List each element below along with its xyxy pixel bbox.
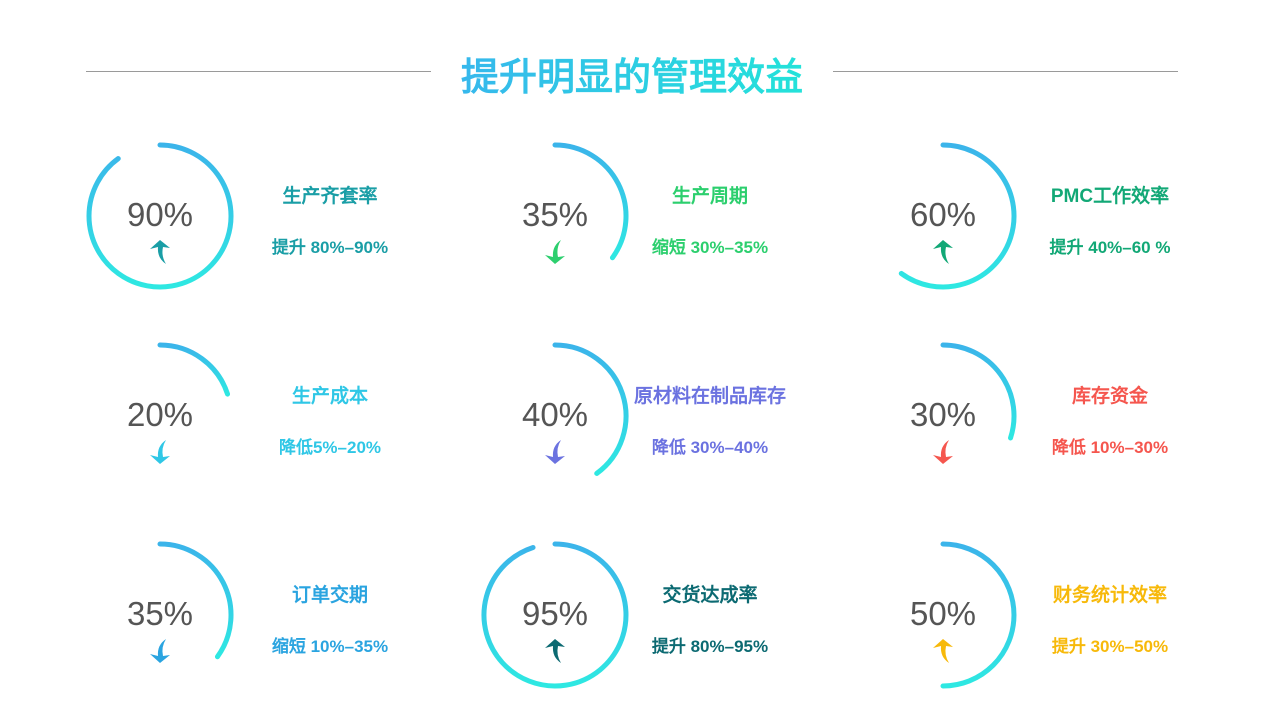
arrow-down-icon xyxy=(933,440,953,464)
metric-card: 20% xyxy=(80,336,460,496)
metric-card: 35% xyxy=(475,136,855,296)
progress-ring xyxy=(940,541,1017,689)
metric-card: 50% xyxy=(863,535,1243,695)
metric-label: 原材料在制品库存 xyxy=(633,386,786,407)
arrow-up-icon xyxy=(933,240,953,264)
percent-value: 95% xyxy=(521,595,589,632)
metric-label: 生产周期 xyxy=(671,186,748,207)
percent-value: 35% xyxy=(126,595,194,632)
progress-arc xyxy=(86,142,234,290)
arrow-up-icon xyxy=(933,639,953,663)
progress-arc xyxy=(940,541,1017,689)
metric-card: 40% xyxy=(475,336,855,496)
metric-label: 交货达成率 xyxy=(662,585,758,606)
metric-detail: 缩短 30%–35% xyxy=(651,238,769,257)
progress-ring xyxy=(940,342,1017,441)
percent-value: 35% xyxy=(521,196,589,233)
metric-label: 生产成本 xyxy=(291,386,368,407)
percent-value: 30% xyxy=(909,396,977,433)
metric-card: 35% xyxy=(80,535,460,695)
metric-card: 90% xyxy=(80,136,460,296)
metric-detail: 提升 40%–60 % xyxy=(1049,238,1171,257)
metric-detail: 提升 30%–50% xyxy=(1051,637,1169,656)
metric-detail: 降低 30%–40% xyxy=(651,438,769,457)
arrow-up-icon xyxy=(150,240,170,264)
progress-arc xyxy=(552,142,629,261)
metric-card: 30% xyxy=(863,336,1243,496)
metric-detail: 缩短 10%–35% xyxy=(271,637,389,656)
metric-detail: 降低 10%–30% xyxy=(1051,438,1169,457)
progress-arc xyxy=(481,541,629,689)
percent-value: 60% xyxy=(909,196,977,233)
metric-card: 95% xyxy=(475,535,855,695)
metric-label: 财务统计效率 xyxy=(1052,585,1167,606)
arrow-down-icon xyxy=(150,639,170,663)
title-divider-right xyxy=(833,71,1178,72)
metric-label: 库存资金 xyxy=(1071,386,1148,407)
arrow-down-icon xyxy=(150,440,170,464)
progress-ring xyxy=(157,541,234,660)
progress-ring xyxy=(157,342,231,397)
title-divider-left xyxy=(86,71,431,72)
percent-value: 50% xyxy=(909,595,977,632)
metric-card: 60% xyxy=(863,136,1243,296)
metric-label: 订单交期 xyxy=(291,585,368,606)
progress-ring xyxy=(898,142,1017,290)
page-title: 提升明显的管理效益 xyxy=(430,46,834,101)
progress-ring xyxy=(86,142,234,290)
metric-detail: 降低5%–20% xyxy=(278,438,382,457)
metric-label: PMC工作效率 xyxy=(1050,186,1170,207)
percent-value: 90% xyxy=(126,196,194,233)
metric-detail: 提升 80%–95% xyxy=(651,637,769,656)
percent-value: 40% xyxy=(521,396,589,433)
arrow-up-icon xyxy=(545,639,565,663)
metric-label: 生产齐套率 xyxy=(282,186,378,207)
progress-ring xyxy=(552,342,629,476)
progress-arc xyxy=(940,342,1017,441)
progress-arc xyxy=(898,142,1017,290)
arrow-down-icon xyxy=(545,240,565,264)
progress-ring xyxy=(552,142,629,261)
arrow-down-icon xyxy=(545,440,565,464)
progress-arc xyxy=(157,541,234,660)
metric-detail: 提升 80%–90% xyxy=(271,238,389,257)
progress-ring xyxy=(481,541,629,689)
percent-value: 20% xyxy=(126,396,194,433)
progress-arc xyxy=(157,342,231,397)
progress-arc xyxy=(552,342,629,476)
